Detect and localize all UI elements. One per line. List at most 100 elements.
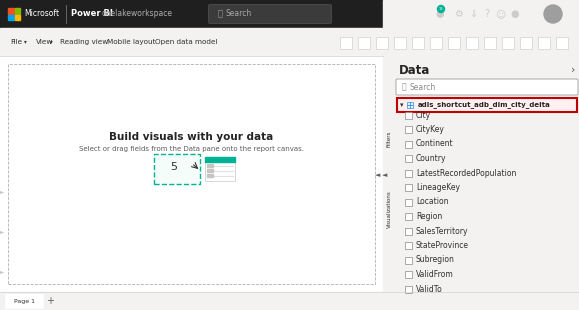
Bar [466, 37, 478, 49]
Text: Power BI: Power BI [71, 10, 113, 19]
Text: Country: Country [416, 154, 446, 163]
Bar [340, 37, 352, 49]
Bar [448, 37, 460, 49]
Bar [8, 64, 375, 284]
Text: City: City [416, 110, 431, 119]
Text: ☺: ☺ [495, 9, 505, 19]
Text: ⌕: ⌕ [218, 10, 223, 19]
Bar [430, 37, 442, 49]
Bar [407, 102, 410, 104]
Text: ●: ● [547, 7, 559, 21]
Bar [520, 37, 532, 49]
Bar [405, 213, 412, 220]
Text: ▾: ▾ [24, 39, 27, 45]
Text: Search: Search [410, 82, 436, 91]
Bar [405, 140, 412, 148]
Bar [14, 8, 20, 14]
Text: File: File [10, 39, 22, 45]
Text: 13: 13 [439, 7, 444, 11]
Text: ⚙: ⚙ [453, 9, 463, 19]
Text: StateProvince: StateProvince [416, 241, 469, 250]
Bar [405, 112, 412, 118]
Text: Data: Data [399, 64, 430, 77]
Bar [5, 294, 43, 308]
FancyBboxPatch shape [208, 5, 332, 24]
Text: Build visuals with your data: Build visuals with your data [109, 132, 274, 142]
Text: ValidFrom: ValidFrom [416, 270, 454, 279]
Bar [0, 56, 383, 292]
Text: Microsoft: Microsoft [24, 10, 59, 19]
Text: 5: 5 [170, 162, 177, 172]
Bar [0, 0, 579, 28]
Bar [405, 155, 412, 162]
Bar [412, 37, 424, 49]
Text: Location: Location [416, 197, 449, 206]
Text: ●: ● [436, 9, 444, 19]
Bar [405, 198, 412, 206]
Bar [207, 164, 212, 167]
Bar [538, 37, 550, 49]
Text: Reading view: Reading view [60, 39, 108, 45]
Text: Open data model: Open data model [155, 39, 218, 45]
Text: SalesTerritory: SalesTerritory [416, 227, 468, 236]
Bar [383, 0, 579, 310]
Text: Region: Region [416, 212, 442, 221]
FancyBboxPatch shape [396, 79, 578, 95]
Bar [8, 15, 13, 20]
Bar [411, 102, 413, 104]
Bar [411, 105, 413, 108]
Text: ▾: ▾ [50, 39, 53, 45]
Bar [207, 174, 212, 177]
Text: ●: ● [511, 9, 519, 19]
Bar [207, 169, 212, 172]
Text: View: View [36, 39, 53, 45]
Text: onelakeworkspace: onelakeworkspace [102, 10, 173, 19]
Circle shape [438, 6, 445, 12]
Bar [405, 170, 412, 176]
Text: adls_shortcut_adb_dim_city_delta: adls_shortcut_adb_dim_city_delta [417, 102, 551, 108]
Bar [556, 37, 568, 49]
Text: Subregion: Subregion [416, 255, 455, 264]
Bar [204, 157, 234, 181]
Text: LatestRecordedPopulation: LatestRecordedPopulation [416, 169, 516, 178]
Text: Mobile layout: Mobile layout [107, 39, 156, 45]
Bar [0, 28, 579, 56]
Text: ►: ► [0, 189, 4, 194]
Text: ▾: ▾ [400, 102, 404, 108]
Bar [407, 105, 410, 108]
Text: ›: › [571, 65, 575, 75]
Text: +: + [46, 296, 54, 306]
Text: Filters: Filters [387, 131, 391, 147]
Text: ◄: ◄ [382, 172, 388, 178]
Bar [405, 256, 412, 264]
Bar [358, 37, 370, 49]
Bar [0, 292, 579, 310]
Bar [405, 286, 412, 293]
Text: Select or drag fields from the Data pane onto the report canvas.: Select or drag fields from the Data pane… [79, 146, 304, 152]
Text: Page 1: Page 1 [13, 299, 35, 303]
Bar [204, 157, 234, 162]
Bar [394, 37, 406, 49]
Bar [502, 37, 514, 49]
Text: ►: ► [0, 269, 4, 274]
Bar [8, 8, 13, 14]
Text: ?: ? [485, 9, 490, 19]
Bar [405, 271, 412, 278]
Bar [153, 154, 200, 184]
Bar [405, 228, 412, 234]
Bar [405, 184, 412, 191]
Text: Search: Search [226, 10, 252, 19]
Bar [397, 98, 577, 112]
Bar [376, 37, 388, 49]
Bar [484, 37, 496, 49]
Bar [14, 15, 20, 20]
Bar [405, 126, 412, 133]
Text: CityKey: CityKey [416, 125, 445, 134]
Text: ⌕: ⌕ [402, 82, 406, 91]
Text: ►: ► [0, 229, 4, 234]
Text: LineageKey: LineageKey [416, 183, 460, 192]
Bar [405, 242, 412, 249]
Text: ValidTo: ValidTo [416, 285, 443, 294]
Text: Continent: Continent [416, 140, 453, 148]
Text: ◄: ◄ [375, 172, 380, 178]
